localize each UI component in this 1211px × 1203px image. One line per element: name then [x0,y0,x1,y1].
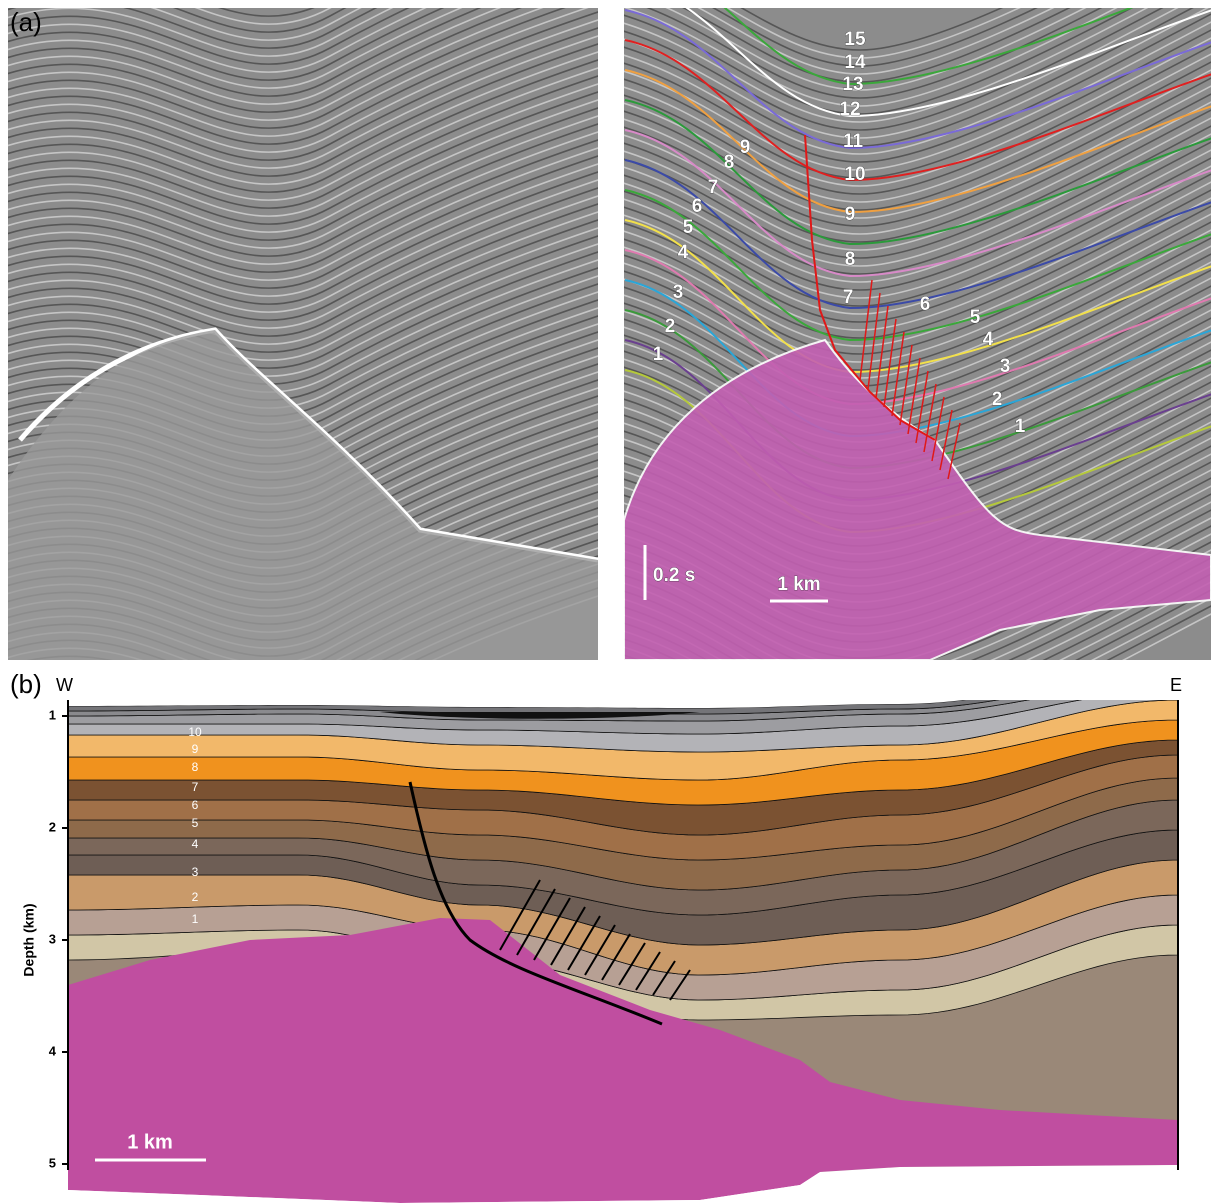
horizon-label: 15 [844,29,866,50]
y-tick-label: 1 [49,707,56,722]
layer-label: 5 [192,816,199,830]
cross-section [68,671,1178,1203]
y-tick-label: 2 [49,819,56,834]
horizon-label: 8 [845,249,856,270]
horizon-label: 14 [844,52,866,73]
y-tick-label: 4 [49,1043,57,1058]
horizon-label: 1 [1015,416,1026,437]
layer-label: 6 [192,798,199,812]
layer-label: 10 [188,725,202,739]
layer-label: 1 [192,912,199,926]
horizon-label: 2 [665,316,676,337]
layer-label: 7 [192,780,199,794]
horizon-label: 8 [724,152,735,173]
figure: (a) (b) W E 0.2 s 1 km Depth (km) 1 km 1… [0,0,1211,1203]
layer-label: 4 [192,837,199,851]
horizon-label: 6 [920,294,931,315]
y-tick-label: 3 [49,931,56,946]
horizon-label: 5 [683,217,694,238]
layer-label: 3 [192,865,199,879]
compass-east: E [1170,675,1182,695]
horizon-label: 13 [842,74,863,95]
y-tick-label: 5 [49,1155,56,1170]
horizon-label: 12 [839,99,860,120]
horizon-label: 1 [653,344,664,365]
horizon-label: 4 [983,329,994,350]
length-scale: 1 km [127,1131,173,1153]
panel-label: (b) [10,669,42,699]
horizon-label: 10 [844,164,865,185]
layer-label: 8 [192,760,199,774]
horizon-label: 11 [843,131,864,152]
compass-west: W [56,675,73,695]
time-scale: 0.2 s [653,565,695,586]
horizon-label: 7 [843,287,854,308]
horizon-label: 3 [1000,356,1011,377]
horizon-label: 2 [992,389,1003,410]
horizon-label: 9 [740,137,751,158]
length-scale: 1 km [777,574,820,595]
horizon-label: 4 [678,242,689,263]
horizon-label: 9 [845,204,856,225]
horizon-label: 5 [970,307,981,328]
horizon-label: 6 [692,196,703,217]
panel-label: (a) [10,7,42,37]
layer-label: 2 [192,890,199,904]
axis-title: Depth (km) [21,903,37,976]
layer-label: 9 [192,742,199,756]
horizon-label: 7 [708,177,719,198]
horizon-label: 3 [673,282,684,303]
